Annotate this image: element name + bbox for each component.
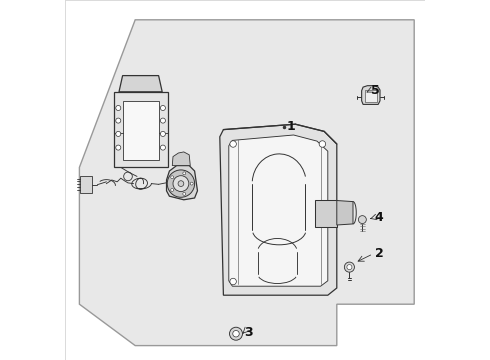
Circle shape <box>344 262 354 272</box>
Polygon shape <box>315 200 337 227</box>
Text: 2: 2 <box>374 247 383 260</box>
Polygon shape <box>79 20 414 346</box>
Circle shape <box>319 141 326 147</box>
Circle shape <box>167 170 195 197</box>
Circle shape <box>171 176 173 179</box>
Circle shape <box>160 145 166 150</box>
Polygon shape <box>119 76 162 92</box>
Circle shape <box>116 131 121 136</box>
Circle shape <box>229 327 243 340</box>
Circle shape <box>116 105 121 111</box>
Circle shape <box>230 141 236 147</box>
Polygon shape <box>220 124 337 295</box>
Circle shape <box>116 145 121 150</box>
Text: 4: 4 <box>374 211 383 224</box>
Polygon shape <box>229 135 328 286</box>
Circle shape <box>116 118 121 123</box>
Circle shape <box>183 172 186 175</box>
Circle shape <box>233 330 239 337</box>
Polygon shape <box>167 166 197 200</box>
Polygon shape <box>122 101 159 160</box>
Text: 5: 5 <box>370 84 379 97</box>
Circle shape <box>230 278 236 285</box>
Circle shape <box>160 105 166 111</box>
Circle shape <box>173 176 189 192</box>
Circle shape <box>358 216 367 224</box>
Text: 3: 3 <box>245 327 253 339</box>
Polygon shape <box>337 201 353 225</box>
Circle shape <box>160 118 166 123</box>
Circle shape <box>190 182 193 185</box>
Polygon shape <box>365 90 377 102</box>
Polygon shape <box>362 86 380 104</box>
Polygon shape <box>80 176 92 193</box>
Text: 1: 1 <box>286 120 295 133</box>
Circle shape <box>178 181 184 186</box>
Polygon shape <box>114 92 168 167</box>
Circle shape <box>183 193 186 195</box>
Circle shape <box>171 189 173 192</box>
Circle shape <box>160 131 166 136</box>
Circle shape <box>347 265 352 270</box>
Polygon shape <box>172 152 190 166</box>
